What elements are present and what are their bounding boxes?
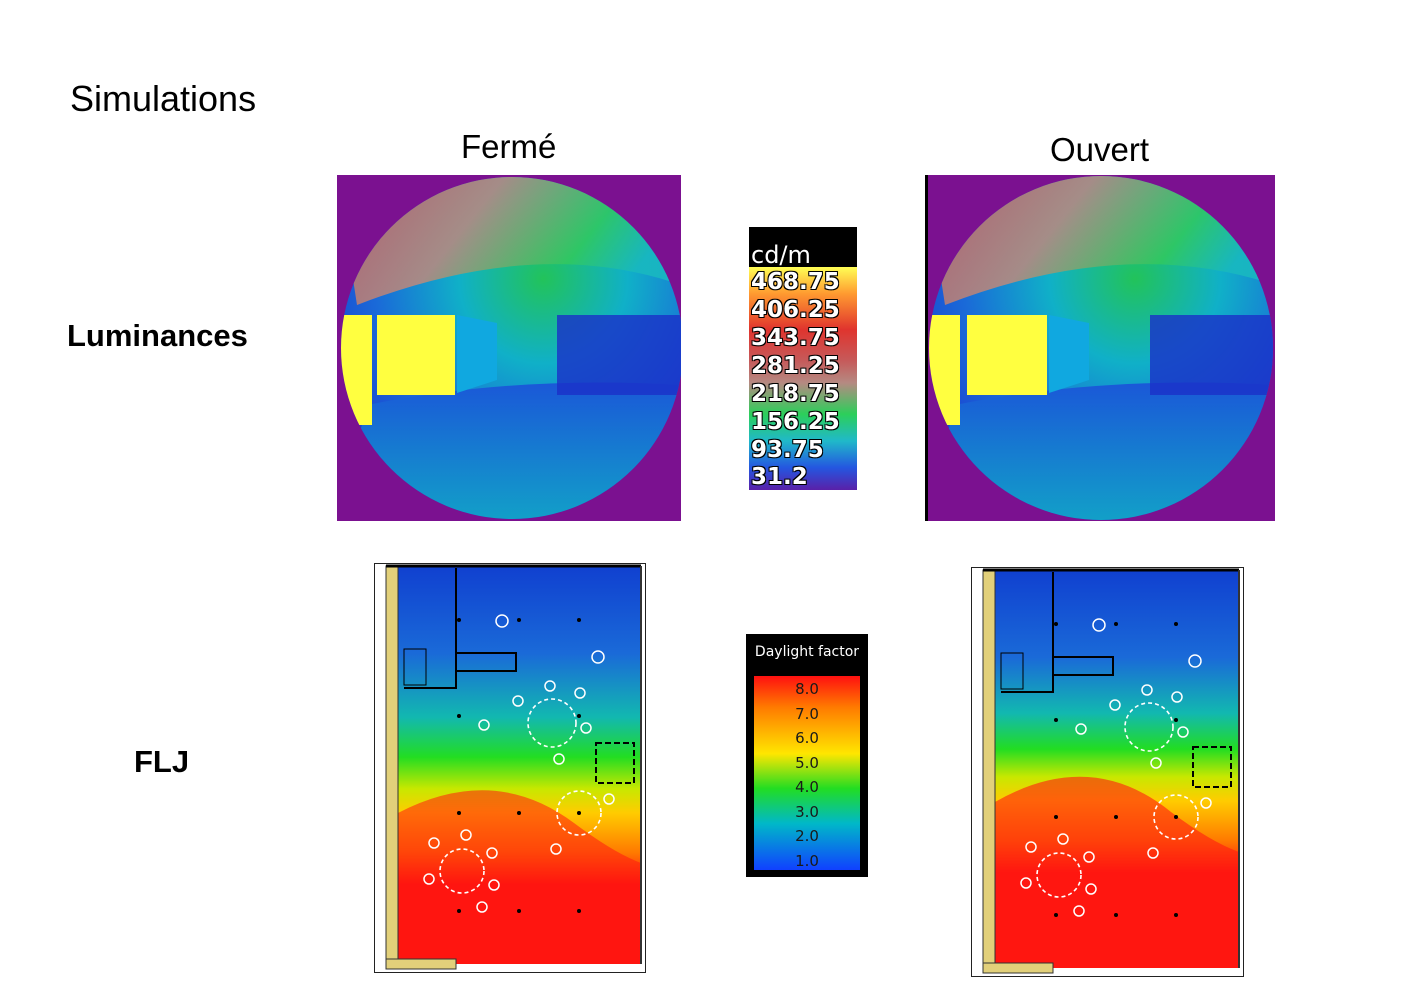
- daylight-factor-legend: Daylight factor 8.0 7.0 6.0 5.0 4.0 3.0 …: [746, 634, 868, 877]
- daylight-factor-legend-value: 5.0: [795, 754, 819, 772]
- luminance-legend-unit: cd/m: [751, 241, 811, 269]
- daylight-factor-legend-value: 7.0: [795, 705, 819, 723]
- daylight-factor-legend-value: 2.0: [795, 827, 819, 845]
- daylight-plan-open: [971, 567, 1244, 977]
- luminance-legend-value: 281.25: [751, 353, 840, 379]
- luminance-legend-gradient: [749, 267, 857, 490]
- page-title: Simulations: [70, 78, 257, 119]
- daylight-factor-legend-value: 4.0: [795, 778, 819, 796]
- daylight-factor-legend-value: 6.0: [795, 729, 819, 747]
- luminance-legend-value: 93.75: [751, 437, 824, 463]
- daylight-factor-legend-title: Daylight factor: [754, 644, 860, 660]
- daylight-plan-closed: [374, 563, 646, 973]
- daylight-factor-legend-gradient: [754, 676, 860, 870]
- luminance-legend-value: 468.75: [751, 269, 840, 295]
- daylight-factor-legend-value: 3.0: [795, 803, 819, 821]
- luminance-render-closed: [337, 175, 681, 521]
- luminance-legend-value: 31.2: [751, 464, 808, 490]
- luminance-legend-value: 156.25: [751, 409, 840, 435]
- luminance-render-open: [925, 175, 1275, 521]
- column-heading-closed: Fermé: [461, 128, 557, 165]
- luminance-legend-value: 406.25: [751, 297, 840, 323]
- row-heading-luminances: Luminances: [67, 318, 248, 353]
- daylight-factor-legend-value: 1.0: [795, 852, 819, 870]
- luminance-legend-value: 218.75: [751, 381, 840, 407]
- column-heading-open: Ouvert: [1050, 131, 1150, 168]
- luminance-legend: cd/m 468.75 406.25 343.75 281.25 218.75 …: [749, 227, 857, 490]
- luminance-legend-value: 343.75: [751, 325, 840, 351]
- daylight-factor-legend-value: 8.0: [795, 680, 819, 698]
- row-heading-flj: FLJ: [134, 744, 190, 779]
